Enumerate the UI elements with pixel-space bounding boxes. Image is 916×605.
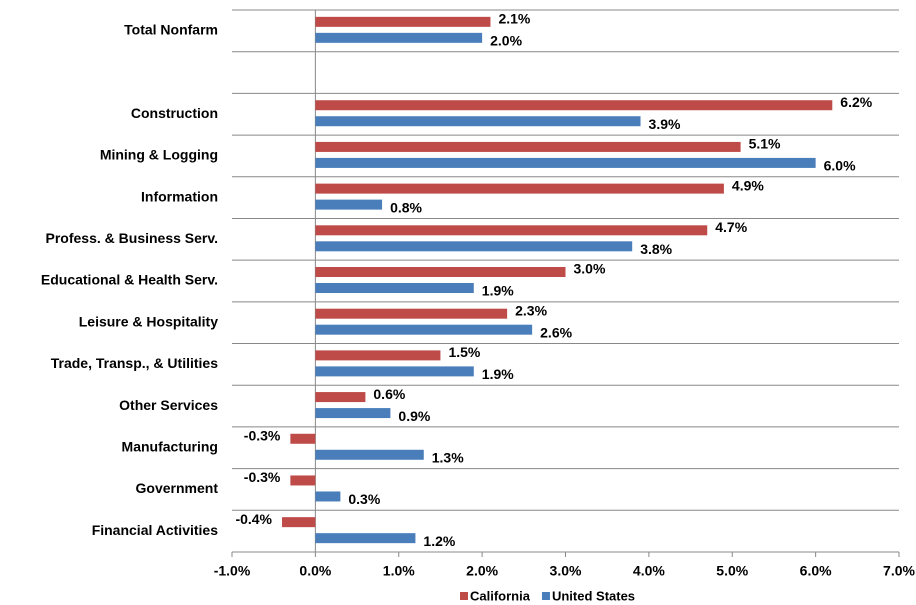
y-tick-label: Leisure & Hospitality bbox=[79, 313, 218, 329]
x-tick-label: 0.0% bbox=[299, 563, 331, 579]
bar bbox=[315, 392, 366, 403]
bar bbox=[315, 449, 424, 460]
bar bbox=[315, 183, 724, 194]
value-label: -0.3% bbox=[244, 427, 281, 443]
bar bbox=[315, 283, 474, 293]
value-label: 0.6% bbox=[373, 386, 405, 402]
value-label: 1.5% bbox=[448, 344, 480, 360]
bar bbox=[315, 141, 741, 152]
y-tick-label: Trade, Transp., & Utilities bbox=[51, 355, 218, 371]
value-label: -0.4% bbox=[235, 511, 272, 527]
value-label: 4.9% bbox=[732, 177, 764, 193]
legend-label: United States bbox=[552, 588, 635, 603]
bar bbox=[315, 308, 508, 319]
value-label: 6.0% bbox=[824, 158, 856, 174]
y-tick-label: Manufacturing bbox=[122, 438, 218, 454]
value-label: -0.3% bbox=[244, 469, 281, 485]
bar bbox=[315, 324, 533, 335]
bar bbox=[315, 491, 341, 502]
bar bbox=[290, 475, 316, 486]
bar bbox=[315, 533, 416, 544]
value-label: 3.0% bbox=[574, 261, 606, 277]
legend-swatch bbox=[541, 592, 550, 600]
x-tick-label: 3.0% bbox=[550, 563, 582, 579]
value-label: 2.6% bbox=[540, 324, 572, 340]
y-tick-label: Other Services bbox=[119, 397, 218, 413]
y-tick-label: Profess. & Business Serv. bbox=[46, 230, 218, 246]
value-label: 1.2% bbox=[423, 533, 455, 549]
value-label: 1.3% bbox=[432, 449, 464, 465]
x-tick-label: 4.0% bbox=[633, 563, 665, 579]
value-label: 2.1% bbox=[498, 11, 530, 27]
value-label: 1.9% bbox=[482, 283, 514, 299]
value-label: 0.9% bbox=[398, 408, 430, 424]
y-tick-label: Educational & Health Serv. bbox=[41, 272, 218, 288]
bar bbox=[290, 433, 316, 444]
bar bbox=[315, 267, 566, 277]
x-tick-label: 2.0% bbox=[466, 563, 498, 579]
y-tick-label: Total Nonfarm bbox=[124, 22, 218, 38]
x-tick-label: 1.0% bbox=[383, 563, 415, 579]
value-label: 5.1% bbox=[749, 136, 781, 152]
bar bbox=[315, 241, 633, 252]
value-label: 3.9% bbox=[649, 116, 681, 132]
bar bbox=[315, 199, 383, 210]
value-label: 2.0% bbox=[490, 33, 522, 49]
value-label: 6.2% bbox=[840, 94, 872, 110]
x-tick-label: -1.0% bbox=[214, 563, 251, 579]
value-label: 0.8% bbox=[390, 199, 422, 215]
value-label: 2.3% bbox=[515, 302, 547, 318]
bar bbox=[315, 350, 441, 361]
x-tick-label: 6.0% bbox=[800, 563, 832, 579]
y-tick-label: Construction bbox=[131, 105, 218, 121]
bar bbox=[315, 366, 474, 377]
y-tick-label: Mining & Logging bbox=[100, 147, 218, 163]
bar bbox=[315, 157, 816, 168]
bar bbox=[315, 100, 833, 111]
bar bbox=[315, 408, 391, 419]
bar bbox=[315, 32, 483, 43]
x-tick-label: 5.0% bbox=[716, 563, 748, 579]
legend-label: California bbox=[470, 588, 531, 603]
legend-swatch bbox=[460, 592, 468, 600]
value-label: 0.3% bbox=[348, 491, 380, 507]
y-tick-label: Information bbox=[141, 188, 218, 204]
x-tick-label: 7.0% bbox=[883, 563, 915, 579]
value-label: 1.9% bbox=[482, 366, 514, 382]
y-tick-label: Financial Activities bbox=[92, 522, 219, 538]
value-label: 4.7% bbox=[715, 219, 747, 235]
y-tick-label: Government bbox=[136, 480, 219, 496]
bar bbox=[282, 517, 316, 528]
bar bbox=[315, 225, 708, 236]
bar bbox=[315, 16, 491, 27]
value-label: 3.8% bbox=[640, 241, 672, 257]
bar bbox=[315, 116, 641, 127]
